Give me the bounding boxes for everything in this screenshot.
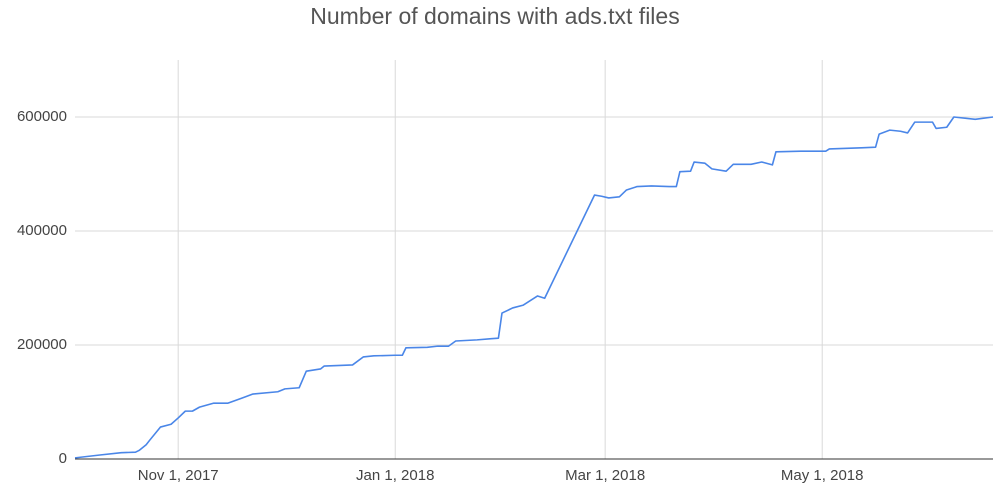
y-tick-label: 600000	[17, 108, 67, 125]
x-tick-label: Nov 1, 2017	[138, 467, 219, 484]
x-tick-label: Mar 1, 2018	[565, 467, 645, 484]
data-line	[74, 116, 994, 459]
y-tick-label: 400000	[17, 222, 67, 239]
x-tick-label: May 1, 2018	[781, 467, 864, 484]
y-tick-label: 0	[59, 450, 67, 467]
y-tick-label: 200000	[17, 336, 67, 353]
chart-title: Number of domains with ads.txt files	[310, 3, 679, 29]
x-tick-label: Jan 1, 2018	[356, 467, 434, 484]
